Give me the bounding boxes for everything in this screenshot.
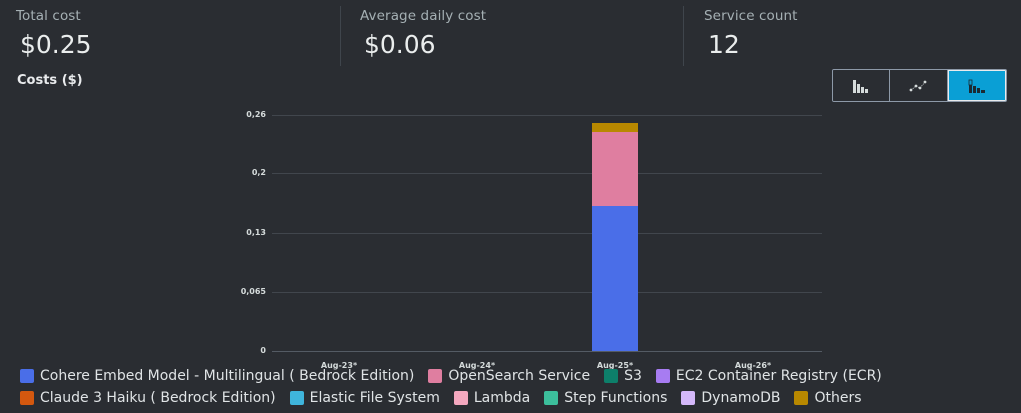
legend-row: Claude 3 Haiku ( Bedrock Edition) Elasti…	[20, 387, 1020, 409]
total-cost-label: Total cost	[16, 8, 81, 24]
y-tick-label: 0,13	[246, 228, 266, 237]
legend-item-opensearch[interactable]: OpenSearch Service	[428, 368, 590, 384]
bar-segment-others[interactable]	[592, 123, 638, 132]
legend-row: Cohere Embed Model - Multilingual ( Bedr…	[20, 365, 1020, 387]
total-cost-value: $0.25	[20, 30, 92, 59]
average-daily-cost-label: Average daily cost	[360, 8, 487, 24]
chart-title: Costs ($)	[17, 73, 83, 88]
total-cost-metric: Total cost $0.25	[16, 8, 92, 59]
legend-item-lambda[interactable]: Lambda	[453, 390, 531, 406]
legend-label: Cohere Embed Model - Multilingual ( Bedr…	[40, 368, 415, 384]
x-tick-label: Aug-26*	[734, 361, 772, 370]
legend-item-others[interactable]: Others	[794, 390, 862, 406]
legend-swatch	[20, 391, 34, 405]
stacked-bar-chart: 0,26 0,2 0,13 0,065 0 Aug-23* Aug-24* Au…	[0, 105, 1021, 370]
legend-swatch	[794, 391, 809, 405]
legend-label: Step Functions	[564, 390, 668, 406]
bar-segment-opensearch[interactable]	[592, 132, 638, 206]
legend-label: S3	[624, 368, 642, 384]
bar-segment-cohere-embed[interactable]	[592, 206, 638, 351]
line-chart-icon	[910, 80, 927, 91]
legend-label: Elastic File System	[309, 390, 440, 406]
legend-swatch	[428, 369, 443, 383]
legend-swatch	[681, 391, 696, 405]
chart-type-toggle	[832, 69, 1007, 102]
bar-chart-button[interactable]	[833, 70, 891, 101]
y-tick-label: 0,26	[246, 110, 266, 119]
divider	[683, 6, 684, 66]
x-tick-label: Aug-25*	[596, 361, 634, 370]
x-tick-label: Aug-24*	[458, 361, 496, 370]
gridline	[272, 173, 822, 174]
gridline	[272, 292, 822, 293]
legend-swatch	[655, 369, 670, 383]
divider	[340, 6, 341, 66]
y-tick-label: 0	[260, 346, 266, 355]
y-tick-label: 0,065	[240, 287, 266, 296]
x-tick-label: Aug-23*	[320, 361, 358, 370]
stacked-bar-chart-button[interactable]	[947, 70, 1006, 101]
line-chart-button[interactable]	[890, 70, 948, 101]
legend-label: OpenSearch Service	[448, 368, 591, 384]
service-count-label: Service count	[704, 8, 798, 24]
legend-item-s3[interactable]: S3	[604, 368, 642, 384]
legend-label: DynamoDB	[701, 390, 781, 406]
y-tick-label: 0,2	[251, 168, 266, 177]
legend-item-ecr[interactable]: EC2 Container Registry (ECR)	[655, 368, 882, 384]
cost-summary: Total cost $0.25 Average daily cost $0.0…	[0, 0, 1021, 70]
legend-item-cohere-embed[interactable]: Cohere Embed Model - Multilingual ( Bedr…	[20, 368, 414, 384]
legend-swatch	[289, 391, 304, 405]
legend-label: Lambda	[473, 390, 531, 406]
bar-chart-icon	[853, 79, 869, 93]
legend-swatch	[20, 369, 34, 383]
stacked-bar-chart-icon	[968, 79, 985, 93]
legend-swatch	[453, 391, 468, 405]
legend-item-dynamodb[interactable]: DynamoDB	[681, 390, 780, 406]
gridline	[272, 233, 822, 234]
legend-label: Others	[814, 390, 862, 406]
legend-item-step-functions[interactable]: Step Functions	[544, 390, 667, 406]
legend-swatch	[604, 369, 619, 383]
service-count-value: 12	[708, 30, 740, 59]
average-daily-cost-value: $0.06	[364, 30, 436, 59]
legend-item-efs[interactable]: Elastic File System	[289, 390, 440, 406]
service-count-metric: Service count 12	[704, 8, 798, 59]
gridline	[272, 115, 822, 116]
legend-item-claude-haiku[interactable]: Claude 3 Haiku ( Bedrock Edition)	[20, 390, 276, 406]
x-axis	[272, 351, 822, 352]
legend-swatch	[544, 391, 559, 405]
average-daily-cost-metric: Average daily cost $0.06	[360, 8, 486, 59]
legend-label: Claude 3 Haiku ( Bedrock Edition)	[40, 390, 276, 406]
legend-label: EC2 Container Registry (ECR)	[675, 368, 882, 384]
chart-legend: Cohere Embed Model - Multilingual ( Bedr…	[20, 365, 1020, 409]
